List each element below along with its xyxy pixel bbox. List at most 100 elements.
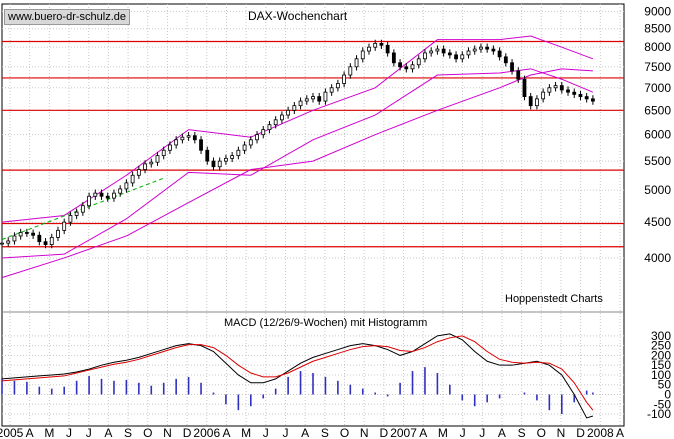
price-candle	[298, 100, 303, 107]
macd-tick-label: -100	[647, 407, 671, 421]
price-candle	[124, 182, 129, 190]
x-tick-label: M	[44, 426, 54, 439]
x-tick-label: J	[86, 426, 92, 439]
band-upper-line	[1, 35, 594, 223]
price-candle	[80, 205, 85, 213]
x-tick-label: 2007	[390, 426, 417, 439]
price-candle	[491, 48, 496, 52]
macd-tick-label: 50	[658, 378, 672, 392]
x-tick-label: A	[616, 426, 624, 439]
y-tick-label: 6000	[644, 128, 671, 142]
price-candle	[199, 139, 203, 151]
price-candle	[273, 119, 278, 126]
x-tick-label: S	[518, 426, 526, 439]
x-tick-label: J	[479, 426, 485, 439]
source-label: Hoppenstedt Charts	[505, 293, 603, 305]
macd-tick-label: 300	[651, 329, 671, 343]
x-tick-label: A	[26, 426, 34, 439]
price-candle	[516, 70, 521, 80]
price-candle	[559, 85, 564, 91]
price-candle	[286, 109, 291, 116]
price-candle	[441, 48, 446, 54]
price-candle	[510, 62, 514, 72]
price-candle	[379, 42, 384, 46]
x-tick-label: J	[460, 426, 466, 439]
price-candle	[174, 139, 179, 146]
price-candle	[373, 42, 378, 48]
macd-tick-label: 0	[664, 388, 671, 402]
x-tick-label: D	[380, 426, 389, 439]
price-candle	[37, 234, 42, 243]
price-candle	[143, 163, 147, 170]
price-candle	[503, 56, 508, 64]
price-candle	[566, 89, 570, 93]
price-candle	[155, 155, 160, 163]
price-candle	[236, 149, 241, 157]
price-candle	[205, 149, 210, 162]
x-tick-label: O	[143, 426, 152, 439]
price-candle	[547, 87, 552, 93]
price-candle	[429, 50, 434, 54]
price-candle	[242, 144, 247, 151]
price-candle	[56, 229, 60, 238]
y-tick-label: 9000	[644, 4, 671, 18]
macd-tick-label: 100	[651, 368, 671, 382]
price-candle	[6, 240, 11, 244]
x-tick-label: J	[282, 426, 288, 439]
price-candle	[136, 169, 141, 176]
price-candle	[460, 54, 465, 60]
website-label[interactable]: www.buero-dr-schulz.de	[4, 9, 130, 25]
macd-line	[1, 333, 594, 419]
price-candle	[12, 235, 17, 242]
price-candle	[367, 46, 371, 52]
macd-tick-label: -50	[654, 397, 672, 411]
price-candle	[105, 195, 110, 199]
x-tick-label: 2006	[193, 426, 220, 439]
y-tick-label: 7500	[644, 60, 671, 74]
x-tick-label: 2005	[0, 426, 24, 439]
price-candle	[93, 192, 98, 197]
price-candle	[304, 98, 309, 102]
x-tick-label: N	[360, 426, 369, 439]
price-candle	[99, 192, 104, 197]
plot-frame	[1, 3, 625, 427]
price-candle	[112, 192, 116, 199]
price-candle	[255, 134, 259, 141]
price-candle	[522, 78, 527, 97]
price-candle	[391, 52, 396, 64]
x-tick-label: S	[124, 426, 132, 439]
x-tick-label: D	[183, 426, 192, 439]
price-candle	[535, 98, 539, 107]
y-tick-label: 6500	[644, 103, 671, 117]
x-tick-label: O	[340, 426, 349, 439]
price-candle	[335, 83, 340, 89]
price-candle	[192, 135, 197, 141]
band-mid-line	[1, 68, 593, 279]
price-candle	[49, 236, 54, 245]
price-candle	[578, 93, 583, 97]
price-candle	[279, 114, 284, 121]
price-candle	[186, 135, 191, 138]
price-candle	[435, 48, 440, 52]
macd-tick-label: 250	[651, 339, 671, 353]
x-tick-label: J	[66, 426, 72, 439]
price-candle	[354, 58, 359, 68]
price-candle	[472, 48, 477, 52]
price-candle	[591, 98, 595, 102]
price-candle	[292, 105, 297, 111]
y-tick-label: 5500	[644, 154, 671, 168]
band-lower-line	[1, 68, 594, 259]
price-candle	[553, 85, 558, 89]
price-candle	[74, 211, 79, 216]
price-candle	[454, 54, 458, 60]
price-candle	[398, 62, 402, 68]
chart-title: DAX-Wochenchart	[248, 9, 348, 23]
y-tick-label: 7000	[644, 81, 671, 95]
price-candle	[497, 50, 502, 58]
price-candle	[261, 129, 266, 136]
price-candle	[168, 144, 172, 151]
price-candle	[224, 157, 228, 162]
price-candle	[0, 242, 4, 245]
